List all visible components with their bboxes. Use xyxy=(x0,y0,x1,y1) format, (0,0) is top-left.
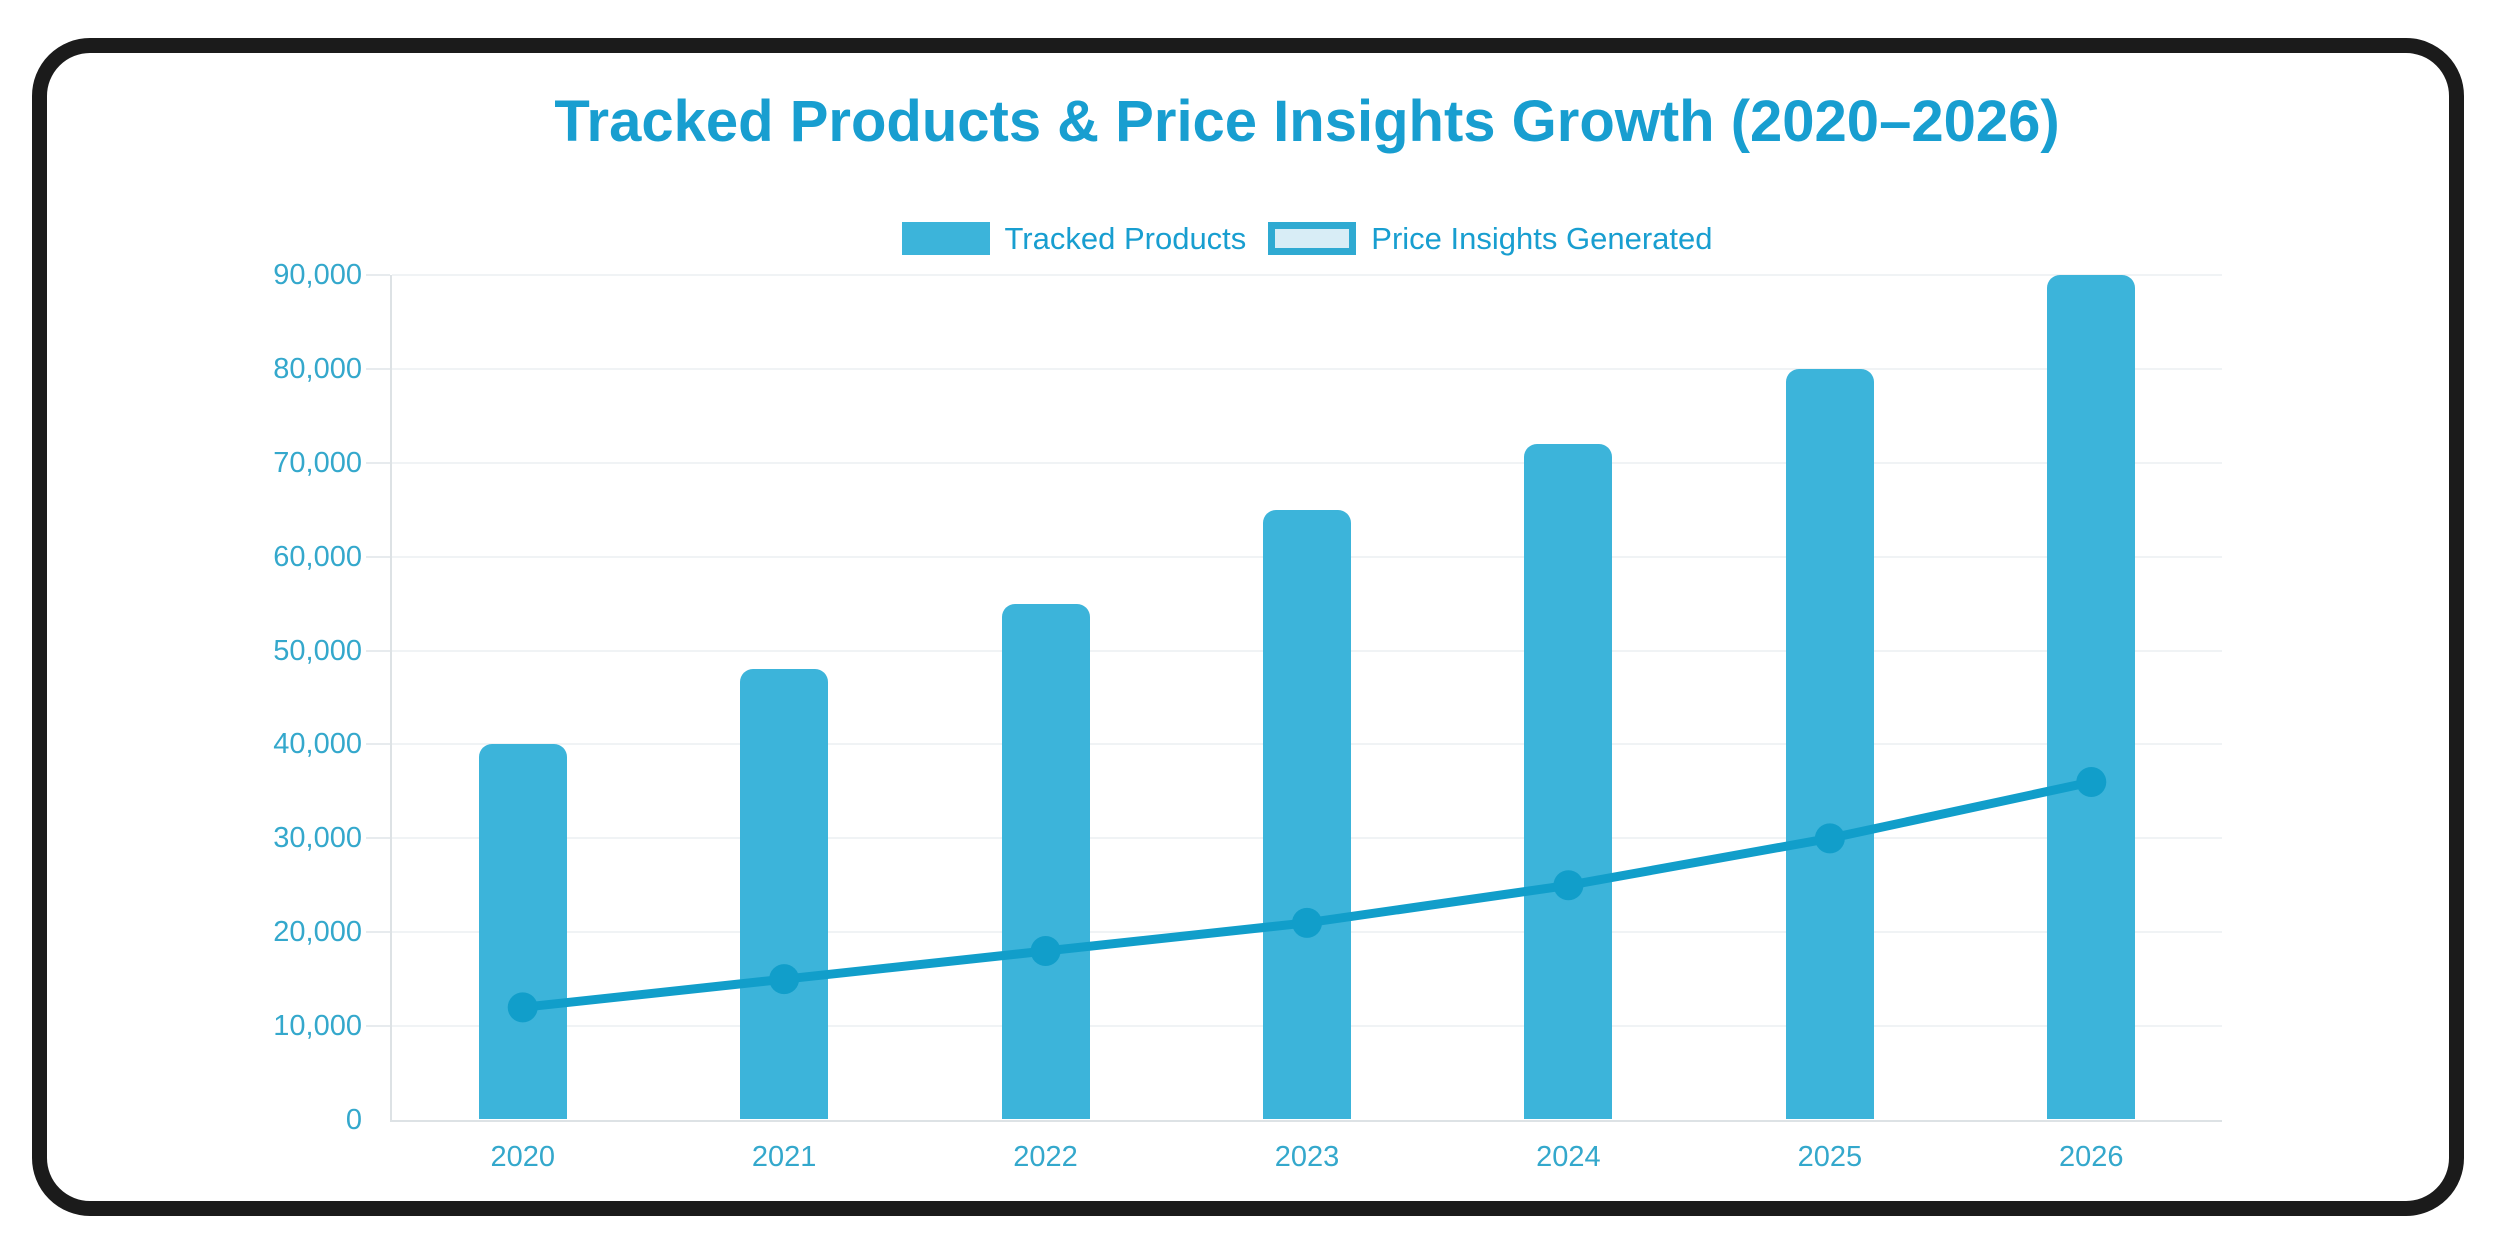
y-axis-tick xyxy=(366,649,390,652)
y-axis-tick-label: 80,000 xyxy=(273,352,362,385)
gridline xyxy=(392,461,2222,464)
x-axis-label-2023: 2023 xyxy=(1274,1141,1340,1173)
line-point-2026[interactable] xyxy=(2076,767,2107,797)
y-axis-tick-label: 90,000 xyxy=(273,259,362,291)
y-axis-tick-label: 60,000 xyxy=(273,540,362,573)
bar-2023[interactable] xyxy=(1263,509,1351,1119)
legend-label-tracked-products: Tracked Products xyxy=(1004,220,1247,256)
line-point-2024[interactable] xyxy=(1553,870,1584,901)
chart-title: Tracked Products & Price Insights Growth… xyxy=(554,89,2060,154)
y-axis-tick xyxy=(366,743,390,746)
line-point-2023[interactable] xyxy=(1292,907,1322,938)
x-axis-label-2024: 2024 xyxy=(1536,1141,1601,1173)
y-axis-tick xyxy=(366,931,390,934)
bar-series-swatch-icon xyxy=(901,221,990,255)
x-axis-line xyxy=(390,1120,2222,1122)
y-axis-line xyxy=(390,275,392,1122)
y-axis-tick-label: 50,000 xyxy=(273,634,362,667)
line-point-2021[interactable] xyxy=(769,964,800,995)
bar-2022[interactable] xyxy=(1001,603,1090,1119)
x-axis-label-2022: 2022 xyxy=(1013,1141,1078,1173)
x-axis-label-2020: 2020 xyxy=(490,1141,555,1173)
bar-2024[interactable] xyxy=(1524,444,1613,1119)
x-axis-label-2025: 2025 xyxy=(1797,1141,1863,1173)
legend-item-price-insights[interactable]: Price Insights Generated xyxy=(1268,220,1713,256)
y-axis-tick-label: 0 xyxy=(345,1104,362,1136)
y-axis-tick-label: 20,000 xyxy=(273,916,362,949)
y-axis-tick xyxy=(366,555,390,558)
bar-2021[interactable] xyxy=(740,669,829,1119)
x-axis-label-2021: 2021 xyxy=(751,1141,817,1173)
gridline xyxy=(392,274,2222,276)
line-point-2020[interactable] xyxy=(507,992,538,1023)
line-series xyxy=(507,767,2107,1023)
y-axis-tick-label: 30,000 xyxy=(273,822,362,855)
legend-label-price-insights: Price Insights Generated xyxy=(1371,220,1713,256)
y-axis-tick xyxy=(366,274,390,276)
bar-2025[interactable] xyxy=(1785,368,1874,1119)
y-axis-tick xyxy=(366,367,390,370)
x-axis-label-2026: 2026 xyxy=(2059,1141,2124,1173)
line-path xyxy=(522,777,2093,1012)
y-axis-tick-label: 70,000 xyxy=(273,446,362,479)
line-point-2022[interactable] xyxy=(1030,936,1061,966)
bar-2026[interactable] xyxy=(2047,275,2136,1119)
bar-2020[interactable] xyxy=(478,744,567,1119)
chart-legend: Tracked Products Price Insights Generate… xyxy=(392,219,2222,257)
legend-item-tracked-products[interactable]: Tracked Products xyxy=(901,220,1247,256)
line-point-2025[interactable] xyxy=(1814,823,1845,854)
gridline xyxy=(392,367,2222,370)
line-series-swatch-icon xyxy=(1268,221,1357,255)
y-axis-tick-label: 40,000 xyxy=(273,728,362,761)
y-axis-tick xyxy=(366,1025,390,1028)
y-axis-tick-label: 10,000 xyxy=(273,1010,362,1043)
y-axis-tick xyxy=(366,461,390,464)
y-axis-tick xyxy=(366,837,390,840)
